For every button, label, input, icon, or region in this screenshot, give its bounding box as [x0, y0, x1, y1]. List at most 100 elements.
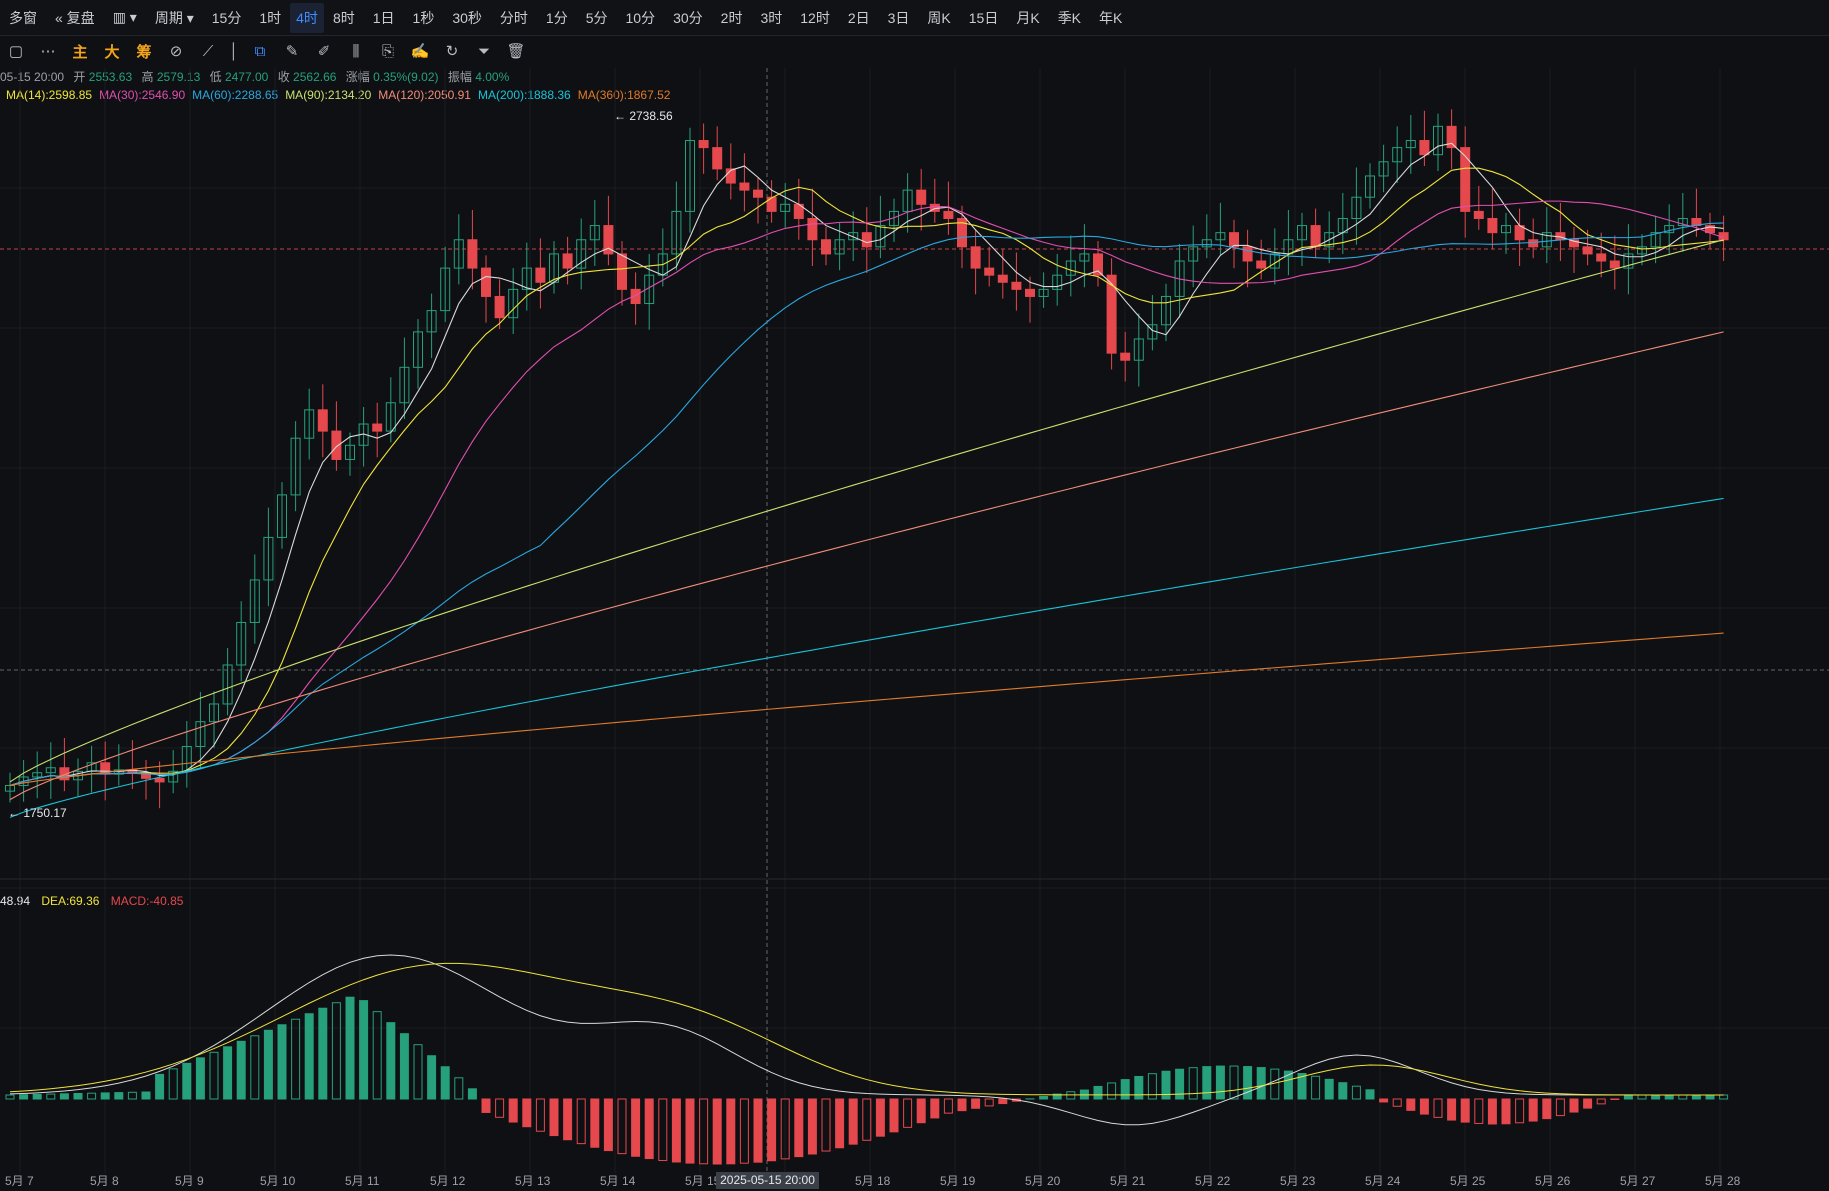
x-axis-label: 5月 10 [260, 1174, 296, 1188]
candle-body [263, 536, 274, 581]
candle-body [644, 274, 655, 305]
period-25[interactable]: 年K [1099, 9, 1123, 26]
ma-legend-item: MA(120):2050.91 [378, 88, 471, 102]
ma-legend-item: MA(90):2134.20 [285, 88, 372, 102]
period-13[interactable]: 5分 [585, 9, 608, 26]
layout-icon[interactable]: ▢ [8, 43, 24, 60]
period-22[interactable]: 15日 [968, 9, 999, 26]
macd-bar [1569, 1098, 1579, 1113]
period-4[interactable]: 15分 [211, 9, 242, 26]
macd-bar [427, 1055, 437, 1100]
candle-body [1310, 225, 1321, 248]
candle-body [821, 239, 831, 255]
macd-bar [1719, 1094, 1729, 1100]
period-toolbar: 多窗 « 复盘 ▥ ▾ 周期 ▾ 15分 1时 4时 8时 1日 1秒 30秒 分时 1分 5分 10分 30… [0, 0, 1829, 36]
dea-value: DEA:69.36 [41, 894, 100, 908]
macd-bar [1338, 1082, 1348, 1100]
period-0[interactable]: 多窗 [9, 9, 37, 26]
chart-type-icon[interactable]: ▥ ▾ [112, 9, 137, 25]
chip-button[interactable]: 筹 [136, 43, 152, 61]
macd-bar [114, 1092, 124, 1100]
ma-legend-item: MA(30):2546.90 [99, 88, 186, 102]
period-7[interactable]: 8时 [332, 9, 355, 26]
macd-bar [1039, 1095, 1049, 1100]
brush-icon[interactable]: ✐ [317, 43, 331, 60]
trash-icon[interactable]: 🗑 [506, 43, 526, 60]
macd-bar [726, 1098, 736, 1165]
period-23[interactable]: 月K [1016, 9, 1040, 26]
macd-bar [127, 1091, 137, 1100]
macd-bar [1297, 1072, 1307, 1100]
indicator-icon[interactable]: ⊘ [169, 43, 183, 60]
period-9[interactable]: 1秒 [412, 9, 435, 26]
period-6[interactable]: 4时 [290, 2, 324, 33]
draw-settings-icon[interactable]: ⟋ [202, 42, 214, 60]
macd-legend: 48.94 DEA:69.36 MACD:-40.85 [0, 894, 191, 908]
kline-chart[interactable]: ← 2738.56 ← 1750.17 5月 7 5月 8 5月 9 5月 10 5月 11… [0, 68, 1829, 1191]
macd-bar [984, 1098, 994, 1107]
magnet-icon[interactable]: ↻ [445, 43, 459, 60]
candle-body [1256, 260, 1267, 269]
edit-note-icon[interactable]: ✍ [410, 43, 430, 60]
macd-bar [440, 1066, 450, 1100]
big-order-button[interactable]: 大 [104, 43, 120, 61]
period-8[interactable]: 1日 [372, 9, 395, 26]
high-value: 2579.13 [156, 70, 201, 84]
x-axis-label: 5月 14 [600, 1174, 636, 1188]
macd-bar [1515, 1098, 1525, 1124]
candle-body [1324, 232, 1335, 248]
macd-bar [998, 1098, 1008, 1105]
macd-bar [875, 1098, 885, 1137]
main-indicator-button[interactable]: 主 [72, 43, 88, 61]
clipboard-icon[interactable]: ⎘ [381, 42, 394, 60]
period-15[interactable]: 30分 [673, 9, 703, 26]
filter-icon[interactable]: ⏷ [477, 42, 490, 60]
candle-tool-icon[interactable]: ⫼ [352, 42, 360, 60]
candle-body [861, 232, 872, 248]
pencil-icon[interactable]: ✎ [285, 43, 299, 60]
copy-icon[interactable]: ⧉ [254, 42, 266, 60]
period-20[interactable]: 3日 [887, 9, 910, 26]
period-24[interactable]: 季K [1057, 9, 1082, 26]
macd-bar [168, 1068, 178, 1100]
candle-body [453, 239, 464, 269]
x-axis-label: 5月 7 [5, 1174, 34, 1188]
candle-body [317, 409, 328, 432]
period-21[interactable]: 周K [927, 9, 951, 26]
candle-body [1269, 253, 1280, 269]
period-14[interactable]: 10分 [625, 9, 656, 26]
period-5[interactable]: 1时 [259, 9, 282, 26]
period-11[interactable]: 分时 [499, 9, 528, 26]
candle-body [535, 267, 546, 283]
period-3[interactable]: 周期 ▾ [154, 9, 194, 26]
period-18[interactable]: 12时 [800, 9, 830, 26]
period-16[interactable]: 2时 [720, 9, 743, 26]
period-17[interactable]: 3时 [760, 9, 783, 26]
macd-bar [209, 1051, 219, 1100]
macd-bar [699, 1098, 709, 1165]
macd-bar [658, 1098, 668, 1161]
period-19[interactable]: 2日 [847, 9, 870, 26]
macd-bar [1351, 1085, 1361, 1100]
macd-bar [100, 1092, 110, 1100]
macd-bar [386, 1022, 396, 1100]
macd-bar [563, 1098, 573, 1141]
period-10[interactable]: 30秒 [452, 9, 482, 26]
period-12[interactable]: 1分 [545, 9, 568, 26]
low-value: 2477.00 [224, 70, 269, 84]
candle-body [1052, 274, 1063, 290]
macd-bar [495, 1098, 505, 1118]
macd-bar [1664, 1094, 1674, 1100]
candle-body [902, 189, 913, 212]
x-axis-label: 5月 21 [1110, 1174, 1146, 1188]
candle-body [671, 210, 682, 255]
macd-bar [1528, 1098, 1538, 1122]
macd-bar [1161, 1070, 1171, 1100]
candle-body [277, 494, 287, 538]
candle-body [685, 140, 695, 212]
macd-bar [1691, 1094, 1701, 1100]
open-value: 2553.63 [88, 70, 133, 84]
macd-bar [372, 1011, 382, 1100]
more-icon[interactable]: ⋯ [40, 43, 56, 60]
period-1[interactable]: « 复盘 [55, 9, 95, 26]
